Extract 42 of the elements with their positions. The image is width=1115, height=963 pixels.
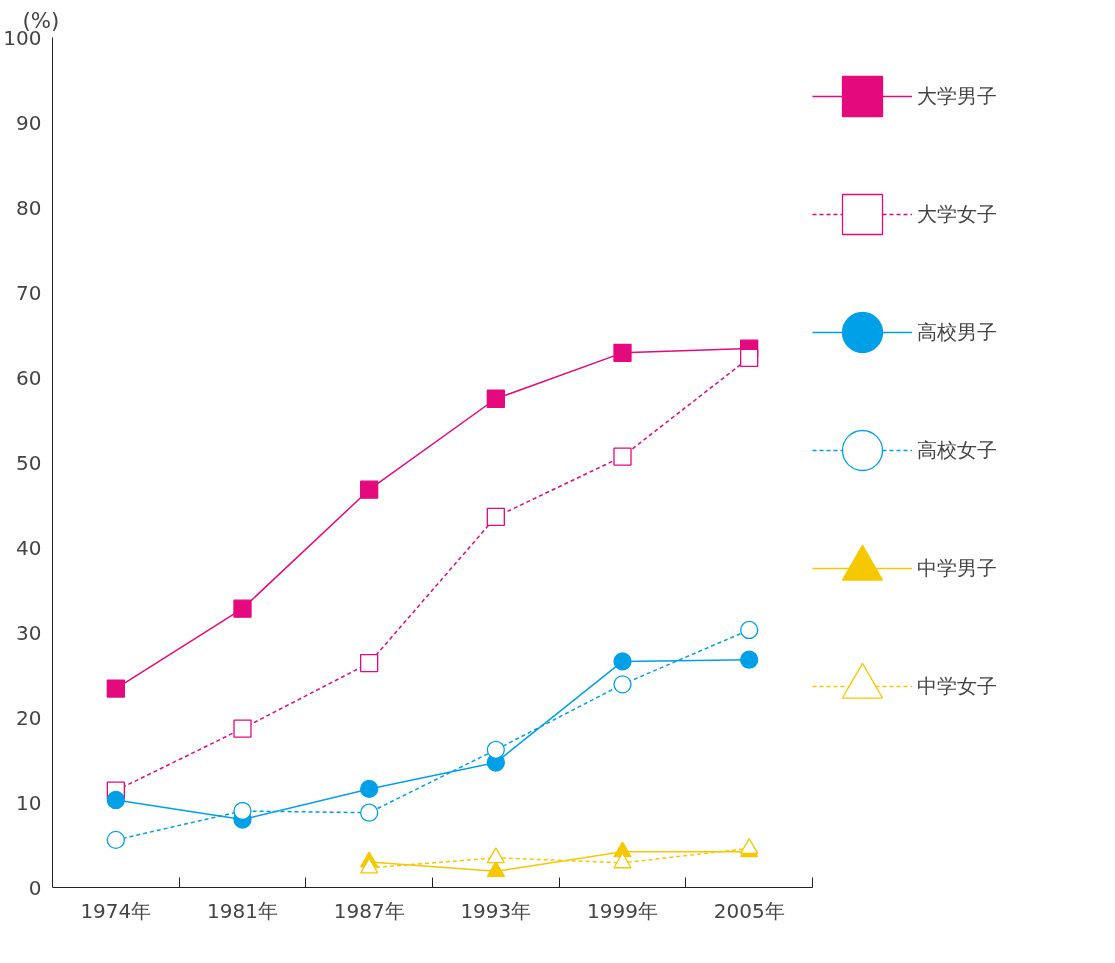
point	[106, 830, 125, 850]
y-tick-label: 20	[16, 705, 42, 730]
x-tick-label: 2005年	[713, 898, 785, 923]
legend-label: 大学男子	[917, 82, 997, 110]
y-tick-label: 10	[16, 790, 42, 815]
point	[233, 801, 252, 821]
legend-label: 中学男子	[917, 554, 997, 582]
point	[740, 348, 759, 368]
point	[486, 740, 505, 759]
point	[486, 507, 505, 527]
point	[486, 389, 505, 408]
legend-label: 大学女子	[917, 200, 997, 228]
point	[233, 599, 252, 618]
y-tick-label: 50	[16, 450, 42, 475]
point	[106, 790, 125, 810]
point	[360, 803, 379, 822]
point	[613, 652, 632, 671]
point	[360, 480, 379, 499]
y-tick-label: 90	[16, 110, 42, 135]
y-tick-label: 80	[16, 195, 42, 220]
legend-label: 高校男子	[917, 318, 997, 346]
legend-label: 中学女子	[917, 672, 997, 700]
x-tick-label: 1987年	[333, 898, 405, 923]
point	[613, 675, 632, 694]
point	[106, 679, 125, 698]
x-tick-label: 1974年	[80, 898, 152, 923]
legend-label: 高校女子	[917, 436, 997, 464]
y-tick-label: 70	[16, 280, 42, 305]
point	[360, 653, 379, 673]
x-tick-label: 1993年	[460, 898, 532, 923]
point	[613, 447, 632, 466]
point	[360, 779, 379, 799]
y-tick-label: 60	[16, 365, 42, 390]
y-tick-label: 0	[28, 875, 42, 900]
x-tick-label: 1999年	[587, 898, 658, 923]
y-tick-label: 30	[16, 620, 42, 645]
point	[740, 620, 759, 640]
point	[740, 650, 759, 669]
x-tick-label: 1981年	[207, 898, 278, 923]
point	[233, 719, 252, 738]
y-tick-label: 40	[16, 535, 42, 560]
point	[613, 343, 632, 362]
